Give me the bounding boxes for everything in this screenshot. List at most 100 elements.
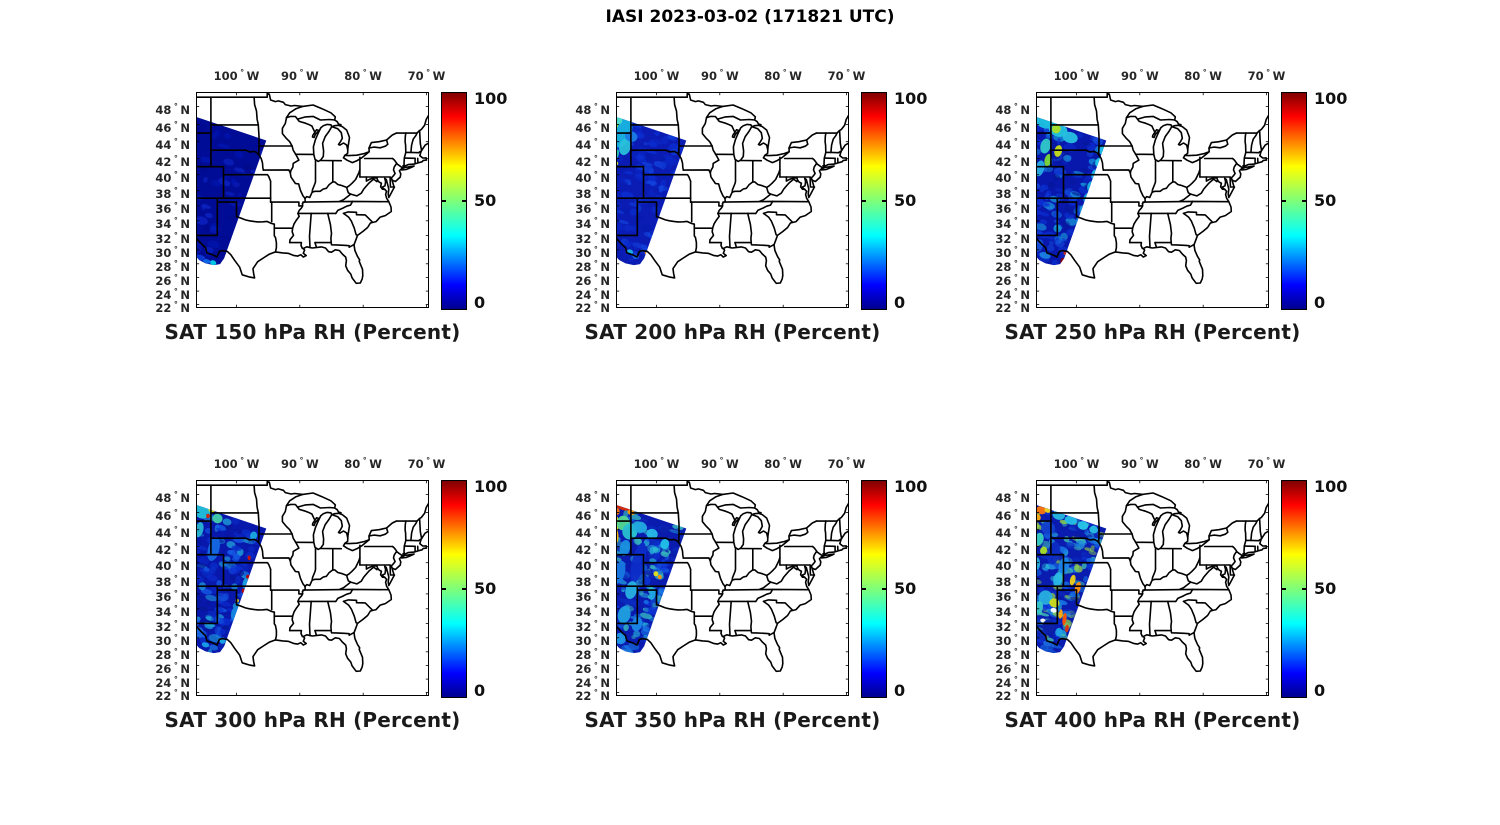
y-tick-label: 44 ° N [155, 137, 190, 153]
y-tick-label: 42 ° N [575, 153, 610, 169]
degree-symbol: ° [173, 216, 178, 226]
x-tick-label: 80 ° W [764, 456, 802, 471]
degree-symbol: ° [593, 541, 598, 551]
y-tick-label: 40 ° N [575, 558, 610, 574]
x-tick-label: 100 ° W [213, 68, 260, 83]
degree-symbol: ° [1013, 230, 1018, 240]
y-tick-label: 30 ° N [575, 633, 610, 649]
degree-symbol: ° [173, 574, 178, 583]
y-tick-label: 38 ° N [995, 574, 1030, 589]
colorbar-tick-mark [862, 200, 866, 202]
colorbar-tick-label: 0 [1314, 292, 1326, 312]
colorbar-tick-label: 0 [474, 292, 486, 312]
map-svg-400 [1036, 480, 1269, 696]
y-tick-label: 22 ° N [995, 687, 1030, 703]
rh-feature [660, 539, 670, 549]
y-tick-label: 48 ° N [155, 489, 190, 505]
degree-symbol: ° [173, 286, 178, 296]
y-tick-label: 36 ° N [995, 201, 1030, 217]
degree-symbol: ° [1013, 119, 1018, 129]
rh-feature [1062, 612, 1067, 626]
colorbar-tick-label: 50 [474, 190, 497, 210]
y-tick-label: 44 ° N [995, 525, 1030, 541]
x-tick-label: 70 ° W [407, 456, 446, 471]
rh-feature [196, 522, 204, 538]
rh-feature [1069, 574, 1076, 586]
rh-swath [1036, 116, 1107, 266]
panel-title-150: SAT 150 hPa RH (Percent) [164, 320, 461, 344]
x-tick-label: 100 ° W [633, 68, 680, 83]
y-tick-label: 26 ° N [155, 273, 190, 289]
y-tick-label: 22 ° N [995, 299, 1030, 315]
degree-symbol: ° [362, 456, 367, 465]
rh-feature [617, 606, 631, 624]
degree-symbol: ° [593, 170, 598, 180]
degree-symbol: ° [1013, 170, 1018, 180]
degree-symbol: ° [1013, 541, 1018, 551]
degree-symbol: ° [426, 68, 431, 77]
rh-feature [1050, 607, 1057, 613]
y-tick-label: 24 ° N [995, 286, 1030, 302]
rh-feature [1036, 557, 1041, 570]
degree-symbol: ° [1013, 589, 1018, 599]
rh-feature [202, 259, 211, 264]
state-borders [616, 92, 849, 285]
colorbar-tick-mark [1282, 588, 1286, 590]
y-tick-label: 40 ° N [995, 558, 1030, 574]
panel-title-300: SAT 300 hPa RH (Percent) [164, 708, 461, 732]
degree-symbol: ° [1013, 101, 1018, 111]
rh-feature [657, 574, 662, 580]
colorbar-tick-label: 50 [1314, 578, 1337, 598]
y-tick-label: 28 ° N [995, 647, 1030, 663]
colorbar-tick-label: 100 [894, 476, 928, 496]
x-tick-label: 90 ° W [700, 456, 739, 471]
degree-symbol: ° [593, 507, 598, 517]
degree-symbol: ° [1013, 216, 1018, 226]
degree-symbol: ° [173, 259, 178, 269]
y-tick-label: 28 ° N [155, 647, 190, 663]
x-tick-label: 70 ° W [827, 68, 866, 83]
degree-symbol: ° [1266, 456, 1271, 465]
degree-symbol: ° [593, 216, 598, 226]
degree-symbol: ° [593, 299, 598, 309]
rh-feature [224, 646, 228, 652]
degree-symbol: ° [426, 456, 431, 465]
axes-frame [616, 480, 849, 696]
degree-symbol: ° [1013, 674, 1018, 684]
degree-symbol: ° [593, 101, 598, 111]
colorbar-tick-label: 0 [894, 292, 906, 312]
x-tick-label: 80 ° W [1184, 456, 1222, 471]
degree-symbol: ° [173, 604, 178, 614]
degree-symbol: ° [173, 201, 178, 211]
degree-symbol: ° [1013, 186, 1018, 195]
degree-symbol: ° [173, 170, 178, 180]
y-tick-label: 22 ° N [575, 687, 610, 703]
y-tick-label: 46 ° N [995, 119, 1030, 135]
y-tick-label: 30 ° N [995, 633, 1030, 649]
y-tick-label: 42 ° N [575, 541, 610, 557]
degree-symbol: ° [593, 259, 598, 269]
y-tick-label: 28 ° N [995, 259, 1030, 275]
rh-feature [206, 513, 210, 519]
x-tick-label: 80 ° W [1184, 68, 1222, 83]
rh-feature [1036, 514, 1041, 522]
degree-symbol: ° [1139, 68, 1144, 77]
y-tick-label: 30 ° N [575, 245, 610, 261]
degree-symbol: ° [593, 489, 598, 499]
degree-symbol: ° [593, 153, 598, 163]
y-tick-label: 36 ° N [995, 589, 1030, 605]
y-tick-label: 34 ° N [575, 216, 610, 232]
x-tick-label: 100 ° W [1053, 456, 1100, 471]
rh-feature [1038, 590, 1053, 605]
axes-frame [1036, 480, 1269, 696]
rh-feature [631, 617, 643, 632]
rh-feature [209, 644, 219, 651]
y-tick-label: 40 ° N [155, 558, 190, 574]
rh-feature [209, 260, 217, 266]
rh-feature [1064, 515, 1078, 525]
axis-ticks [616, 480, 849, 696]
degree-symbol: ° [173, 153, 178, 163]
map-svg-150 [196, 92, 429, 308]
degree-symbol: ° [593, 687, 598, 697]
degree-symbol: ° [1013, 201, 1018, 211]
